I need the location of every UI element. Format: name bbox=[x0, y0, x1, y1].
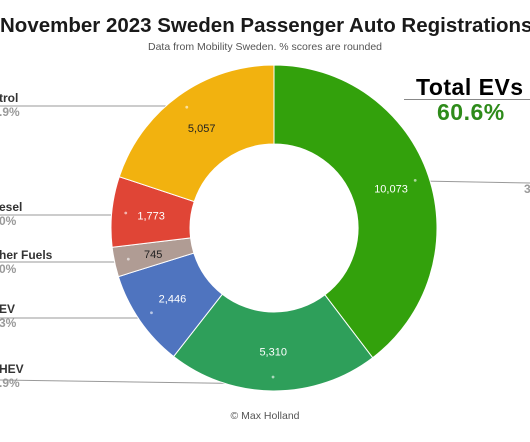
total-evs-label: Total EVs bbox=[416, 74, 524, 100]
slice-marker bbox=[150, 311, 153, 315]
total-evs-value: 60.6% bbox=[437, 99, 505, 125]
slice-marker bbox=[413, 179, 417, 182]
side-label-pct: .9% bbox=[0, 376, 20, 390]
slice-value-label: 5,310 bbox=[259, 346, 287, 358]
side-label-name: esel bbox=[0, 200, 22, 214]
slice-marker bbox=[271, 375, 275, 379]
slice-marker bbox=[126, 257, 130, 261]
slice-value-label: 745 bbox=[144, 249, 162, 261]
chart-title: November 2023 Sweden Passenger Auto Regi… bbox=[0, 14, 530, 37]
side-label-name: HEV bbox=[0, 362, 24, 376]
side-label-pct: 0% bbox=[0, 214, 17, 228]
chart-subtitle: Data from Mobility Sweden. % scores are … bbox=[147, 41, 383, 53]
donut-slice bbox=[273, 64, 438, 359]
side-label-name: EV bbox=[0, 302, 15, 316]
credit: © Max Holland bbox=[230, 410, 300, 422]
slice-value-label: 1,773 bbox=[137, 211, 165, 223]
side-label-name: trol bbox=[0, 91, 18, 105]
side-label-pct: 0% bbox=[0, 262, 17, 276]
slice-value-label: 10,073 bbox=[374, 184, 408, 196]
leader-line bbox=[419, 180, 530, 184]
side-label-pct: 3 bbox=[524, 182, 530, 196]
side-label-name: her Fuels bbox=[0, 248, 53, 262]
side-label-pct: .9% bbox=[0, 105, 20, 119]
total-evs-divider bbox=[404, 99, 530, 100]
slice-marker bbox=[185, 105, 189, 109]
slice-marker bbox=[124, 211, 128, 215]
donut-slice bbox=[118, 64, 275, 203]
side-label-pct: 3% bbox=[0, 316, 17, 330]
slice-value-label: 2,446 bbox=[159, 293, 187, 305]
donut-slice bbox=[172, 293, 374, 392]
slice-value-label: 5,057 bbox=[188, 123, 216, 135]
